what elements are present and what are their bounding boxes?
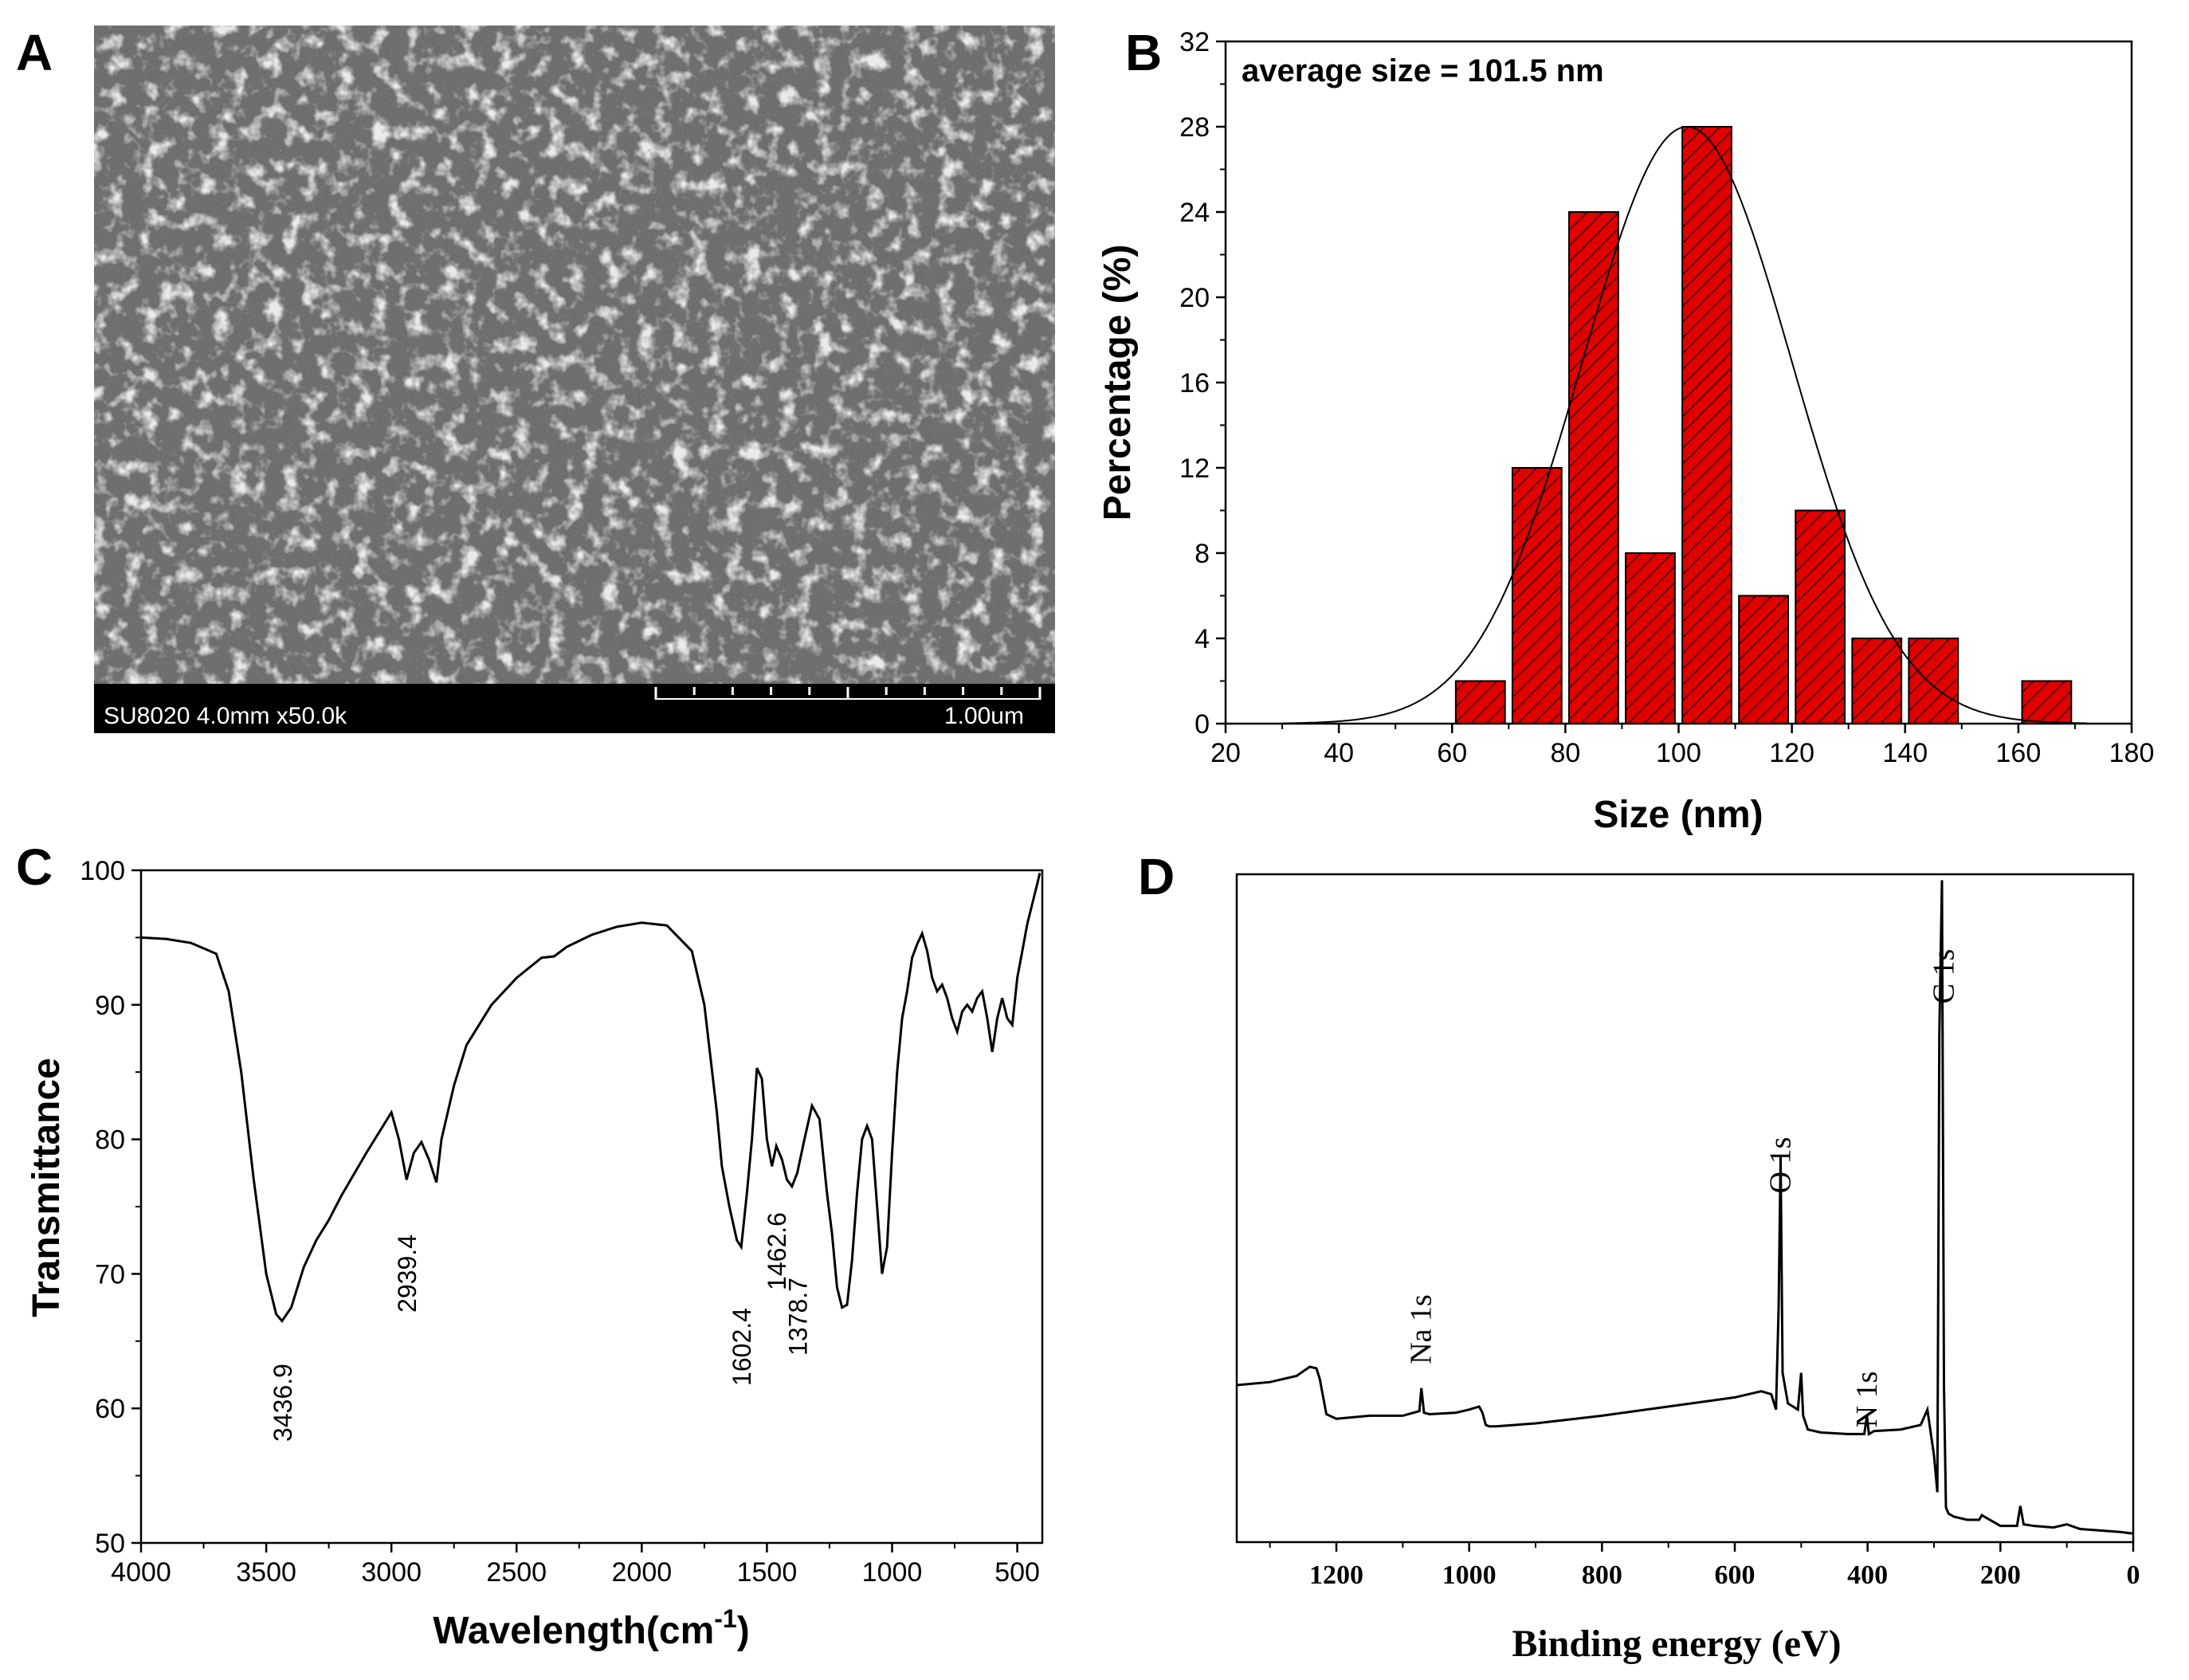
y-tick-label-b: 4 — [1195, 624, 1210, 654]
x-axis-title-c-main: Wavelength(cm — [433, 1610, 714, 1652]
axes-c: 4000 3500 3000 2500 2000 1500 1000 500 50 60 70 80 9… — [80, 856, 1040, 1588]
x-tick-label-b: 160 — [1996, 738, 2042, 768]
y-tick-label-c: 80 — [95, 1125, 125, 1156]
histogram-bar — [1454, 680, 1506, 724]
y-tick-label-b: 28 — [1179, 112, 1210, 143]
x-tick-label-d: 400 — [1847, 1560, 1888, 1590]
x-tick-label-d: 600 — [1715, 1560, 1756, 1590]
xps-survey-line — [1236, 880, 2134, 1535]
x-axis-title-b: Size (nm) — [1593, 794, 1763, 836]
y-tick-label-c: 70 — [95, 1259, 125, 1289]
y-tick-label-b: 12 — [1179, 453, 1210, 484]
xps-peak-label: C 1s — [1928, 949, 1961, 1004]
y-tick-label-b: 32 — [1179, 27, 1210, 57]
x-tick-label-c: 2500 — [486, 1557, 547, 1588]
sem-info-text: SU8020 4.0mm x50.0k — [104, 703, 347, 729]
panel-letter-b: B — [1125, 24, 1162, 81]
plot-frame-d — [1235, 873, 2135, 1544]
x-tick-label-d: 1000 — [1442, 1560, 1497, 1590]
y-tick-label-b: 16 — [1179, 368, 1210, 398]
y-tick-label-c: 100 — [80, 856, 125, 886]
y-tick-label-c: 60 — [95, 1394, 125, 1424]
average-size-annotation: average size = 101.5 nm — [1242, 53, 1604, 88]
x-axis-title-d: Binding energy (eV) — [1512, 1623, 1841, 1665]
ftir-peak-label: 1378.7 — [784, 1278, 813, 1356]
ftir-spectrum-line — [140, 873, 1042, 1323]
x-tick-label-b: 180 — [2109, 738, 2155, 768]
panel-a: A SU8020 4.0mm x50.0k 1.00um — [16, 24, 1055, 733]
y-axis-title-c: Transmittance — [25, 1058, 68, 1317]
axes-d: 1200 1000 800 600 400 200 0 — [1269, 1542, 2140, 1590]
histogram-bar — [1681, 126, 1732, 724]
histogram-bar — [1851, 638, 1903, 724]
x-axis-title-c-sup: -1 — [714, 1604, 736, 1633]
x-tick-label-c: 2000 — [612, 1557, 673, 1588]
x-tick-label-d: 1200 — [1309, 1560, 1363, 1590]
sem-image-texture — [94, 26, 1055, 684]
histogram-bar — [1625, 552, 1676, 724]
plot-frame-b — [1224, 40, 2133, 725]
panel-c: C 4000 3500 3000 2500 2000 1500 1000 500 50 60 70 8… — [16, 838, 1044, 1652]
x-tick-label-d: 800 — [1582, 1560, 1622, 1590]
y-tick-label-b: 24 — [1179, 198, 1210, 228]
panel-d: D 1200 1000 800 600 400 200 0 Na 1s O 1s N 1s C 1… — [1138, 848, 2140, 1665]
x-tick-label-c: 1000 — [862, 1557, 923, 1588]
x-tick-label-d: 0 — [2127, 1560, 2140, 1590]
x-tick-label-b: 60 — [1437, 738, 1467, 768]
histogram-bar — [2021, 680, 2073, 724]
histogram-bar — [1738, 595, 1790, 724]
y-tick-label-c: 90 — [95, 991, 125, 1021]
y-tick-label-b: 8 — [1195, 539, 1210, 569]
sem-info-bar — [94, 684, 1055, 733]
ftir-peak-label: 3436.9 — [269, 1364, 297, 1442]
y-tick-label-c: 50 — [95, 1529, 125, 1559]
panel-b: B 20 40 60 80 100 120 140 160 180 0 4 8 12 16 20 24 28 32… — [1096, 24, 2154, 836]
x-tick-label-b: 20 — [1210, 738, 1241, 768]
ftir-peak-label: 1602.4 — [728, 1308, 756, 1386]
x-tick-label-b: 120 — [1769, 738, 1814, 768]
x-axis-title-c: Wavelength(cm-1) — [433, 1604, 749, 1652]
x-tick-label-b: 80 — [1550, 738, 1580, 768]
x-tick-label-d: 200 — [1980, 1560, 2021, 1590]
axes-b: 20 40 60 80 100 120 140 160 180 0 4 8 12 16 20 24 28 32 — [1179, 27, 2154, 768]
sem-scale-bar — [654, 687, 1042, 700]
histogram-bar — [1511, 467, 1563, 724]
x-tick-label-b: 140 — [1882, 738, 1928, 768]
ftir-peak-label: 1462.6 — [763, 1212, 791, 1290]
x-tick-label-c: 1500 — [737, 1557, 798, 1588]
histogram-bar — [1795, 509, 1846, 724]
x-tick-label-b: 40 — [1324, 738, 1354, 768]
xps-peak-label: Na 1s — [1405, 1294, 1438, 1364]
gaussian-fit-curve — [1282, 125, 2087, 724]
x-tick-label-c: 3000 — [361, 1557, 422, 1588]
y-tick-label-b: 20 — [1179, 283, 1210, 313]
histogram-bars — [1454, 126, 2073, 724]
x-tick-label-b: 100 — [1656, 738, 1701, 768]
x-axis-title-c-tail: ) — [737, 1610, 750, 1652]
x-tick-label-c: 4000 — [111, 1557, 171, 1588]
xps-peak-label: N 1s — [1850, 1372, 1884, 1428]
panel-letter-d: D — [1138, 848, 1175, 905]
y-axis-title-b: Percentage (%) — [1096, 245, 1139, 521]
histogram-bar — [1567, 211, 1619, 724]
panel-letter-a: A — [16, 24, 53, 81]
sem-scale-label: 1.00um — [944, 703, 1024, 729]
xps-peak-label: O 1s — [1764, 1137, 1798, 1194]
histogram-bar — [1908, 638, 1960, 724]
x-tick-label-c: 500 — [994, 1557, 1040, 1588]
ftir-peak-label: 2939.4 — [393, 1234, 422, 1313]
xps-peak-labels: Na 1s O 1s N 1s C 1s — [1405, 949, 1961, 1428]
x-tick-label-c: 3500 — [236, 1557, 296, 1588]
y-tick-label-b: 0 — [1195, 709, 1210, 740]
panel-letter-c: C — [16, 838, 53, 896]
